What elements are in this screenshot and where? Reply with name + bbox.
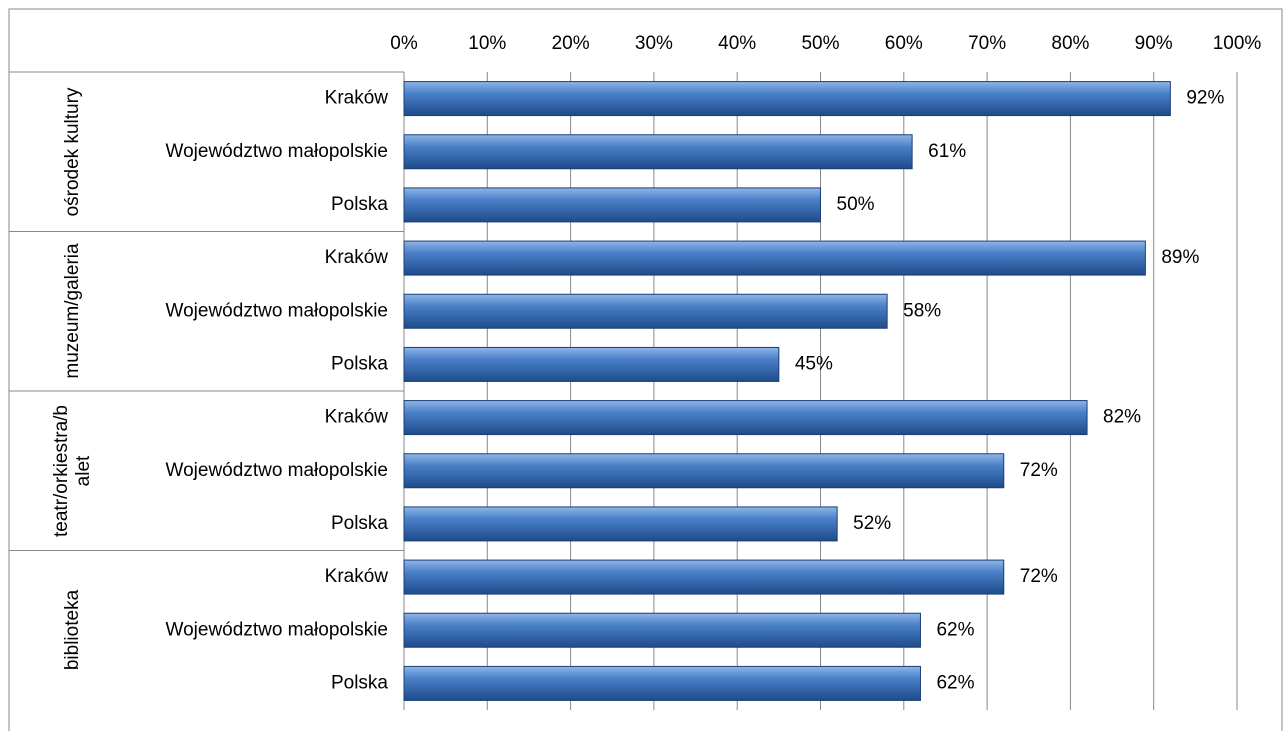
x-tick-label: 0% bbox=[390, 33, 418, 54]
y-tick-label: Kraków bbox=[325, 88, 389, 109]
bar bbox=[403, 346, 780, 382]
x-tick-label: 90% bbox=[1135, 33, 1173, 54]
bar bbox=[403, 506, 838, 542]
bar bbox=[403, 453, 1005, 489]
group-label: biblioteka bbox=[62, 590, 83, 671]
y-tick-label: Kraków bbox=[325, 407, 389, 428]
x-tick-label: 60% bbox=[885, 33, 923, 54]
value-label: 45% bbox=[795, 353, 833, 374]
value-label: 52% bbox=[853, 513, 891, 534]
bar bbox=[403, 612, 921, 648]
bar bbox=[403, 559, 1005, 595]
bar bbox=[403, 134, 913, 170]
value-label: 58% bbox=[903, 300, 941, 321]
bar bbox=[403, 293, 888, 329]
x-tick-label: 50% bbox=[801, 33, 839, 54]
chart-border bbox=[8, 8, 1283, 731]
bar bbox=[403, 240, 1146, 276]
y-tick-label: Polska bbox=[331, 353, 388, 374]
value-label: 50% bbox=[837, 194, 875, 215]
x-tick-label: 20% bbox=[552, 33, 590, 54]
bar bbox=[403, 187, 821, 223]
y-tick-label: Polska bbox=[331, 513, 388, 534]
y-tick-label: Województwo małopolskie bbox=[166, 619, 388, 640]
y-tick-label: Województwo małopolskie bbox=[166, 460, 388, 481]
y-tick-label: Województwo małopolskie bbox=[166, 141, 388, 162]
value-label: 92% bbox=[1186, 88, 1224, 109]
x-tick-label: 100% bbox=[1213, 33, 1262, 54]
value-label: 61% bbox=[928, 141, 966, 162]
y-tick-label: Polska bbox=[331, 672, 388, 693]
value-label: 72% bbox=[1020, 460, 1058, 481]
y-tick-label: Kraków bbox=[325, 247, 389, 268]
bar bbox=[403, 81, 1171, 117]
x-tick-label: 10% bbox=[468, 33, 506, 54]
y-tick-label: Polska bbox=[331, 194, 388, 215]
bar bbox=[403, 400, 1088, 436]
value-label: 62% bbox=[936, 619, 974, 640]
y-tick-label: Kraków bbox=[325, 566, 389, 587]
group-label: ośrodek kultury bbox=[62, 87, 83, 217]
x-tick-label: 70% bbox=[968, 33, 1006, 54]
y-tick-label: Województwo małopolskie bbox=[166, 300, 388, 321]
value-label: 62% bbox=[936, 672, 974, 693]
x-tick-label: 30% bbox=[635, 33, 673, 54]
value-label: 72% bbox=[1020, 566, 1058, 587]
group-label: muzeum/galeria bbox=[62, 243, 83, 379]
value-label: 82% bbox=[1103, 407, 1141, 428]
x-tick-label: 40% bbox=[718, 33, 756, 54]
value-label: 89% bbox=[1161, 247, 1199, 268]
x-tick-label: 80% bbox=[1051, 33, 1089, 54]
group-label: teatr/orkiestra/balet bbox=[51, 404, 94, 537]
bar bbox=[403, 665, 921, 701]
